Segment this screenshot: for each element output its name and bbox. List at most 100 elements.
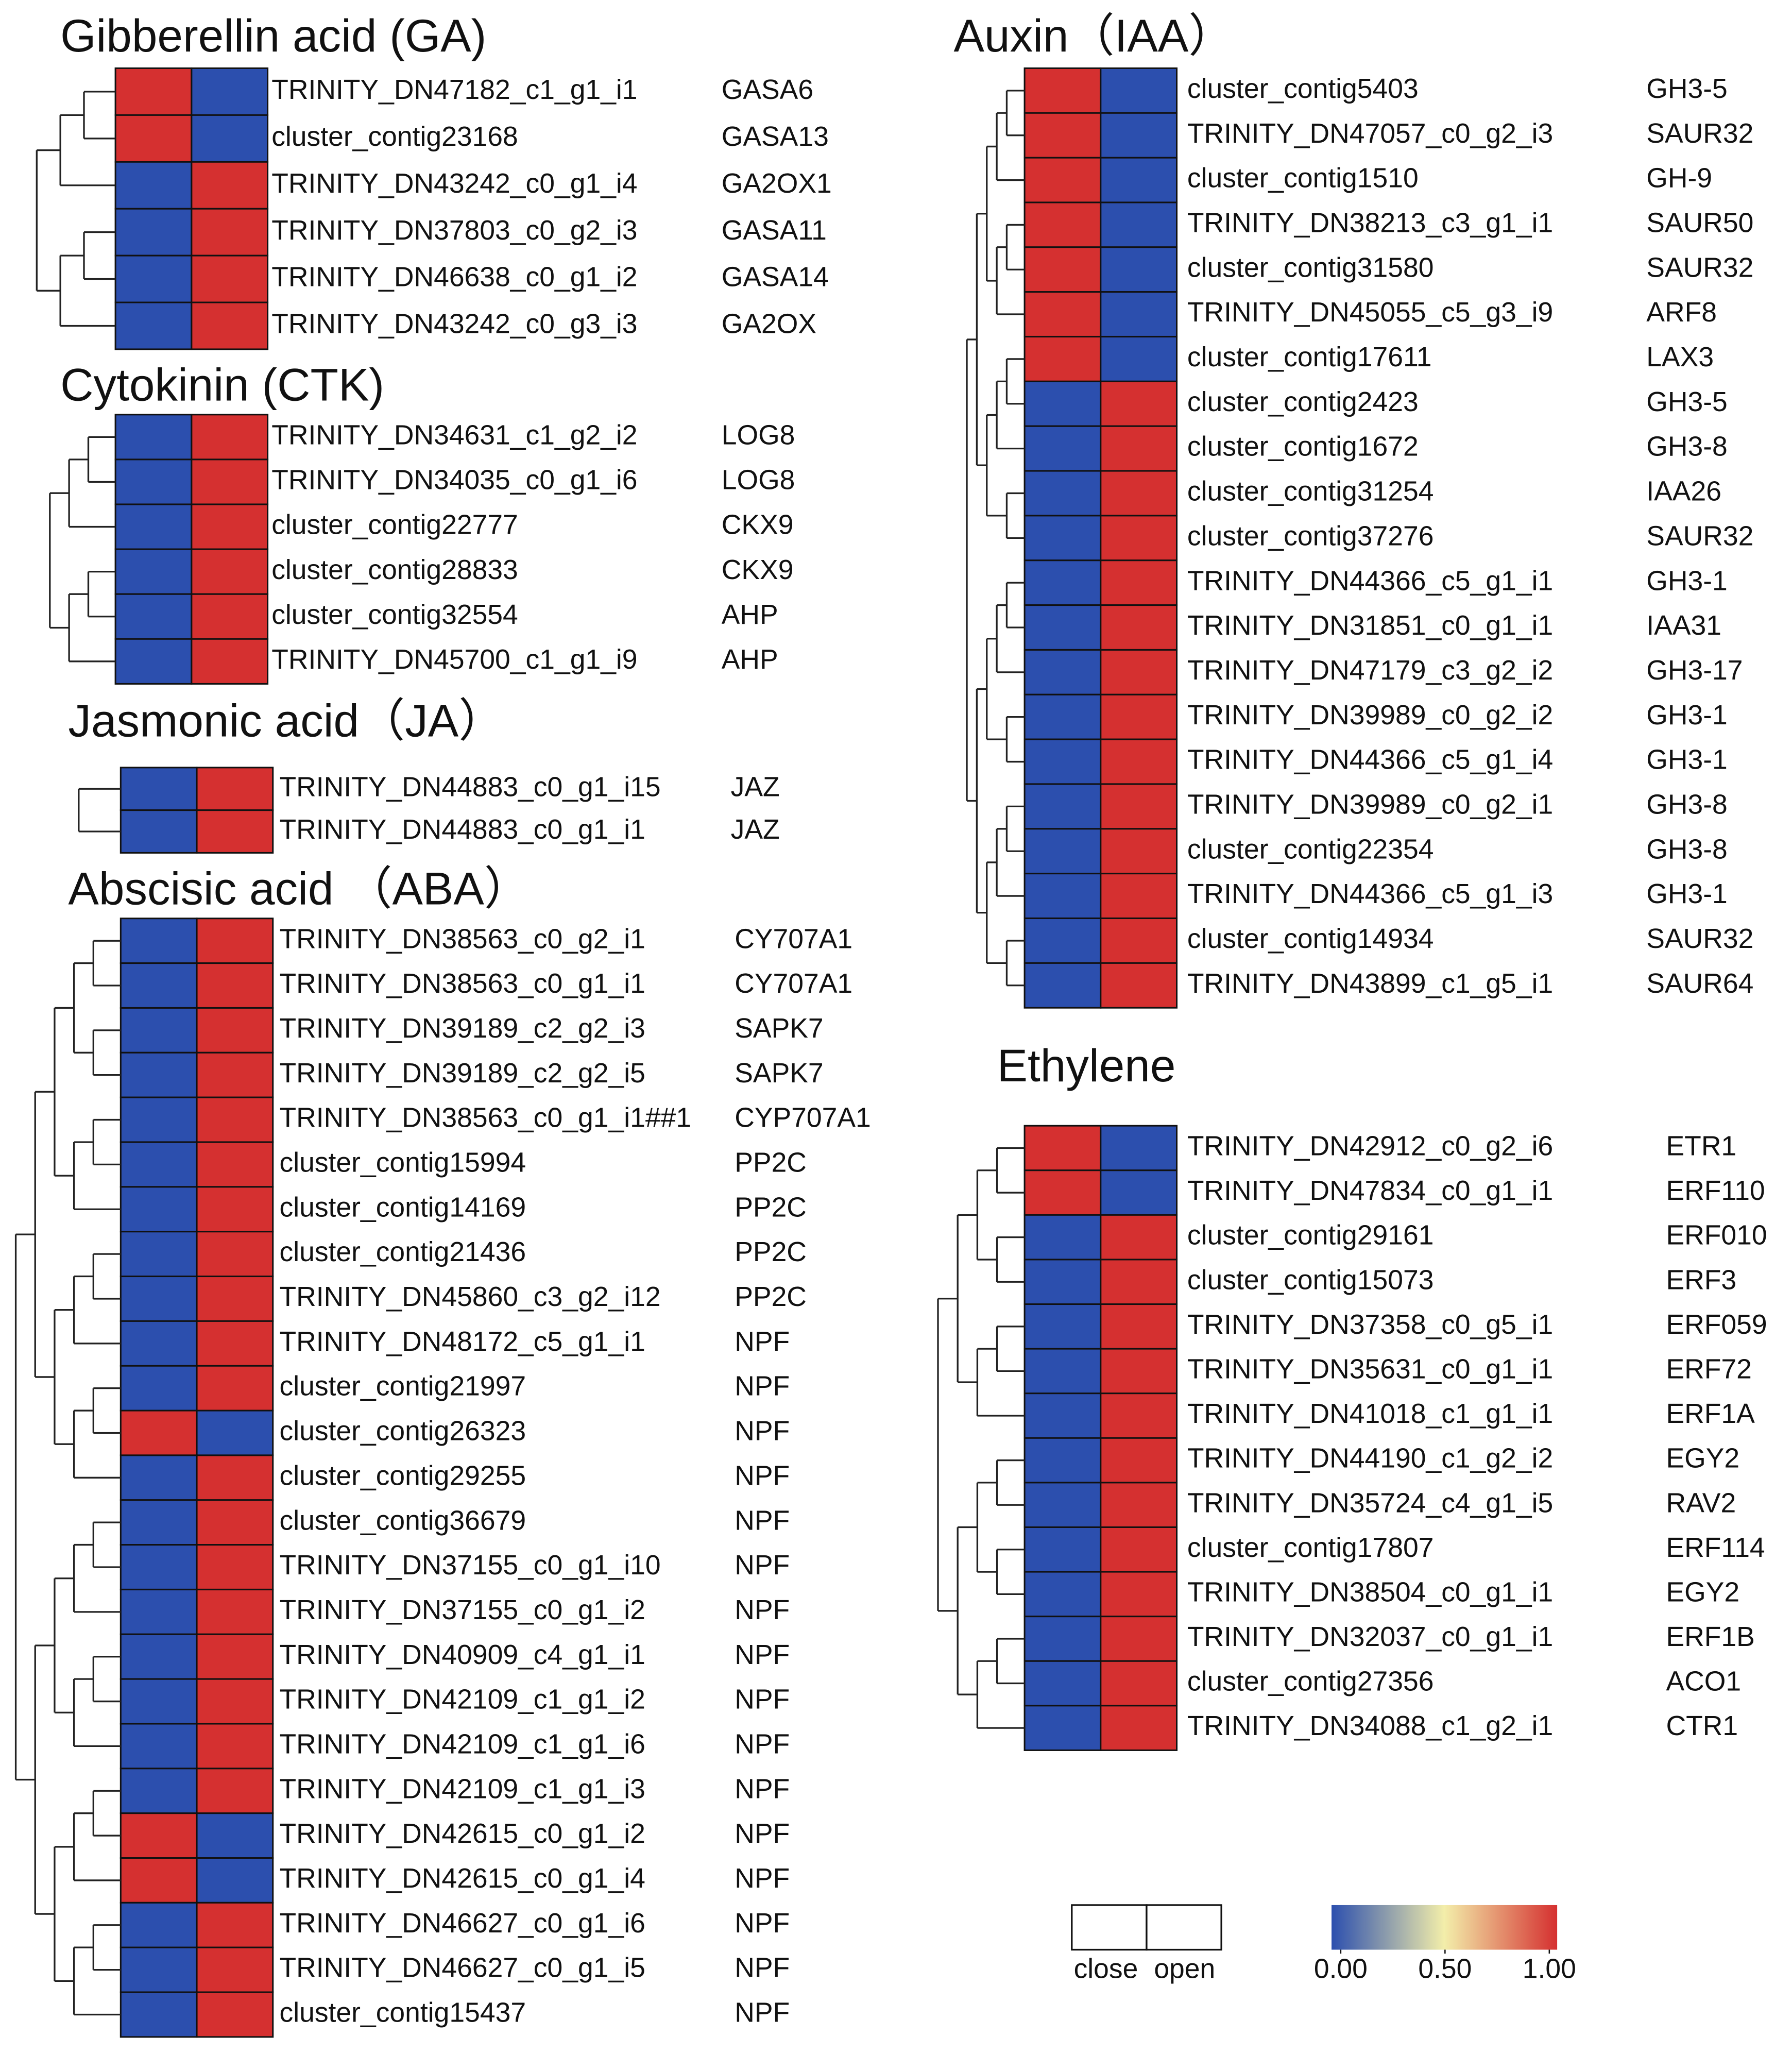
heatmap-cell (196, 1588, 274, 1635)
heatmap-cell (120, 1141, 198, 1188)
row-label: TRINITY_DN47834_c0_g1_i1 (1187, 1176, 1553, 1206)
row-label: cluster_contig27356 (1187, 1667, 1434, 1697)
heatmap-cell (196, 1499, 274, 1546)
heatmap-cell (1100, 515, 1178, 562)
gene-label: NPF (735, 1371, 790, 1402)
gene-label: SAUR32 (1646, 118, 1753, 149)
heatmap-cell (1100, 201, 1178, 248)
gene-label: GASA13 (722, 122, 829, 152)
heatmap-cell (120, 809, 198, 854)
row-label: TRINITY_DN43899_c1_g5_i1 (1187, 969, 1553, 999)
row-label: TRINITY_DN43242_c0_g1_i4 (271, 168, 637, 199)
row-label: cluster_contig14169 (279, 1192, 526, 1223)
gene-label: PP2C (735, 1237, 807, 1267)
heatmap-cell (114, 208, 193, 257)
heatmap-cell (1100, 1526, 1178, 1573)
heatmap-cell (1100, 1303, 1178, 1350)
heatmap-cell (1100, 67, 1178, 114)
heatmap-cell (196, 1768, 274, 1814)
heatmap-cell (1023, 962, 1102, 1009)
gene-label: AHP (722, 644, 778, 675)
heatmap-cell (191, 459, 269, 505)
row-label: TRINITY_DN38504_c0_g1_i1 (1187, 1577, 1553, 1607)
row-label: TRINITY_DN47057_c0_g2_i3 (1187, 118, 1553, 149)
heatmap-cell (120, 1051, 198, 1098)
heatmap-cell (120, 1946, 198, 1993)
heatmap-cell (191, 208, 269, 257)
row-label: cluster_contig28833 (271, 555, 518, 585)
row-label: cluster_contig23168 (271, 122, 518, 152)
gene-label: ERF110 (1666, 1176, 1765, 1206)
row-label: cluster_contig17807 (1187, 1533, 1434, 1563)
heatmap-cell (1023, 1348, 1102, 1395)
heatmap-cell (191, 503, 269, 550)
gene-label: AHP (722, 600, 778, 630)
heatmap-cell (196, 1320, 274, 1367)
heatmap-cell (196, 1812, 274, 1859)
heatmap-cell (1023, 1616, 1102, 1662)
heatmap-cell (1023, 559, 1102, 606)
row-label: TRINITY_DN39189_c2_g2_i5 (279, 1058, 645, 1089)
heatmap-cell (120, 1768, 198, 1814)
row-label: TRINITY_DN46627_c0_g1_i6 (279, 1908, 645, 1939)
heatmap-cell (114, 459, 193, 505)
heatmap-cell (196, 809, 274, 854)
gene-label: NPF (735, 1953, 790, 1983)
heatmap-cell (1023, 470, 1102, 517)
panel-title: Ethylene (997, 1040, 1176, 1091)
heatmap-cell (1100, 873, 1178, 920)
heatmap-cell (196, 962, 274, 1009)
heatmap-cell (1100, 157, 1178, 203)
row-label: cluster_contig36679 (279, 1505, 526, 1536)
heatmap-cell (196, 918, 274, 964)
row-label: TRINITY_DN37358_c0_g5_i1 (1187, 1310, 1553, 1340)
heatmap-cell (1100, 1125, 1178, 1172)
heatmap-cell (196, 1096, 274, 1143)
heatmap-cell (1023, 380, 1102, 427)
heatmap-cell (1100, 335, 1178, 382)
gene-label: GA2OX (722, 309, 816, 339)
heatmap-cell (191, 254, 269, 303)
row-label: cluster_contig15994 (279, 1148, 526, 1178)
gene-label: PP2C (735, 1282, 807, 1312)
heatmap-cell (196, 1723, 274, 1770)
heatmap-cell (1100, 425, 1178, 472)
heatmap-cell (191, 301, 269, 350)
heatmap-cell (114, 301, 193, 350)
heatmap-cell (120, 1096, 198, 1143)
gene-label: CTR1 (1666, 1711, 1738, 1741)
gene-label: GH3-17 (1646, 655, 1743, 686)
row-label: cluster_contig26323 (279, 1416, 526, 1447)
heatmap-cell (1023, 67, 1102, 114)
heatmap-cell (120, 1275, 198, 1322)
gene-label: LOG8 (722, 465, 795, 496)
panel-title: Gibberellin acid (GA) (60, 10, 486, 61)
heatmap-cell (120, 1544, 198, 1590)
gene-label: CY707A1 (735, 924, 852, 954)
heatmap-cell (191, 161, 269, 210)
heatmap-cell (1100, 962, 1178, 1009)
heatmap-cell (196, 1633, 274, 1680)
row-label: TRINITY_DN39989_c0_g2_i2 (1187, 700, 1553, 731)
gene-label: GH3-8 (1646, 432, 1727, 462)
heatmap-cell (196, 1231, 274, 1278)
heatmap-cell (120, 1231, 198, 1278)
row-label: TRINITY_DN31851_c0_g1_i1 (1187, 610, 1553, 641)
gene-label: ERF1B (1666, 1622, 1755, 1652)
heatmap-cell (120, 1320, 198, 1367)
heatmap-cell (120, 767, 198, 811)
row-label: TRINITY_DN35631_c0_g1_i1 (1187, 1354, 1553, 1385)
heatmap-cell (196, 1410, 274, 1456)
heatmap-cell (1100, 693, 1178, 740)
gene-label: JAZ (731, 814, 780, 845)
gene-label: GH3-8 (1646, 834, 1727, 864)
heatmap-cell (1100, 1169, 1178, 1216)
heatmap-cell (196, 1678, 274, 1725)
gene-label: CYP707A1 (735, 1103, 871, 1133)
gene-label: NPF (735, 1998, 790, 2028)
heatmap-cell (1100, 1348, 1178, 1395)
column-legend-label: close (1074, 1954, 1138, 1984)
heatmap-cell (1023, 1169, 1102, 1216)
panel-title: Auxin（IAA） (954, 10, 1235, 61)
